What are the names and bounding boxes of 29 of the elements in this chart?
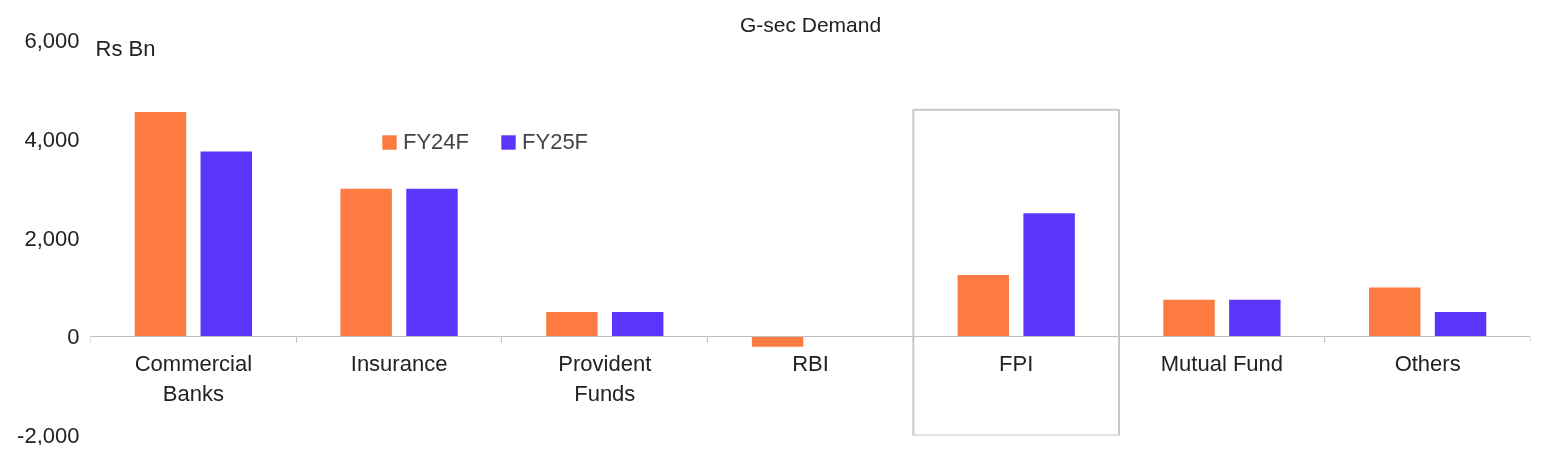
x-tick-label: RBI xyxy=(792,351,829,377)
x-tick-label: Insurance xyxy=(350,351,448,377)
x-tick-label: Provident Funds xyxy=(558,351,652,407)
x-tick-label: FPI xyxy=(999,351,1034,377)
bar xyxy=(1229,299,1281,337)
bar xyxy=(546,312,598,337)
bar xyxy=(200,151,252,337)
y-axis-title: Rs Bn xyxy=(95,36,156,61)
legend-label: FY25F xyxy=(522,129,589,155)
bar xyxy=(134,112,187,337)
bar xyxy=(751,336,804,347)
chart-title: G-sec Demand xyxy=(739,12,882,36)
y-tick-label: -2,000 xyxy=(17,423,80,448)
legend-label: FY24F xyxy=(403,129,470,155)
y-tick-label: 6,000 xyxy=(24,28,80,53)
x-tick-label: Mutual Fund xyxy=(1160,351,1284,377)
bar xyxy=(1023,213,1075,337)
bar xyxy=(1369,287,1421,337)
y-tick-label: 4,000 xyxy=(24,126,80,152)
bar xyxy=(340,188,392,337)
y-tick-label: 2,000 xyxy=(24,225,80,251)
bar xyxy=(957,275,1010,337)
x-tick-label: Others xyxy=(1394,351,1461,377)
bar xyxy=(611,312,664,337)
y-tick-label: 0 xyxy=(67,324,80,350)
bar xyxy=(406,188,458,337)
bar xyxy=(1163,299,1215,337)
bar xyxy=(1434,312,1487,337)
x-tick-label: Commercial Banks xyxy=(134,351,253,407)
